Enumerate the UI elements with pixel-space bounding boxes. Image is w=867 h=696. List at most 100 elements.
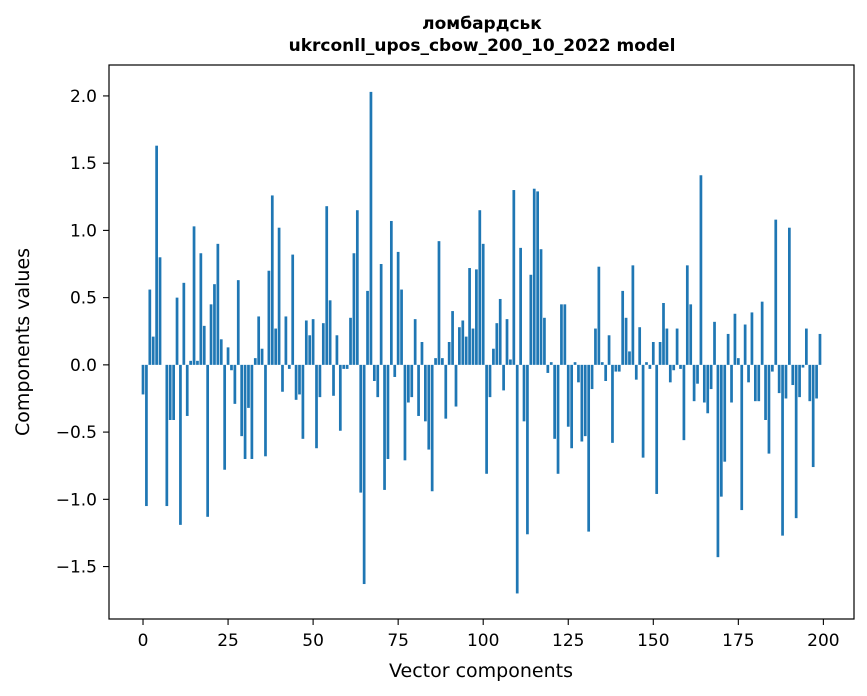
bar	[577, 364, 580, 383]
bar	[560, 304, 563, 365]
bar	[240, 364, 244, 437]
bar	[774, 219, 778, 365]
bar	[366, 290, 369, 365]
bar	[270, 195, 274, 365]
bar	[665, 328, 669, 365]
bar	[815, 364, 818, 399]
x-axis-ticks: 0 25 50 75 100 125 150 175 200	[138, 619, 840, 651]
bar	[696, 364, 699, 384]
bar	[580, 364, 584, 442]
bar	[529, 274, 533, 365]
chart-title-line-2: ukrconll_upos_cbow_200_10_2022 model	[289, 36, 676, 56]
bar	[753, 364, 757, 402]
plot-frame	[108, 64, 855, 620]
bar	[512, 190, 516, 365]
x-tick-label: 175	[722, 631, 754, 651]
bar	[386, 364, 390, 459]
bar	[498, 298, 502, 365]
bar	[685, 265, 689, 365]
bar	[583, 364, 587, 437]
bar	[777, 364, 781, 394]
bar	[301, 364, 305, 439]
bar	[767, 364, 771, 454]
bar	[141, 364, 145, 395]
bar	[495, 323, 499, 365]
bar	[594, 328, 597, 365]
bar	[611, 364, 614, 443]
bar	[219, 339, 223, 365]
bar	[298, 364, 301, 395]
bar	[485, 364, 488, 474]
bar	[607, 335, 611, 365]
bar	[478, 210, 482, 365]
bar	[798, 364, 801, 398]
x-tick-label: 150	[637, 631, 669, 651]
bar	[325, 206, 329, 365]
bar	[335, 335, 339, 365]
bar	[801, 364, 805, 368]
bar	[549, 362, 553, 365]
bar	[284, 316, 288, 365]
bar	[515, 364, 519, 594]
bar	[332, 364, 335, 396]
bar	[420, 342, 424, 365]
bar	[369, 91, 373, 365]
bar	[651, 342, 655, 365]
bar	[148, 289, 152, 365]
bar	[213, 284, 216, 365]
bar	[175, 297, 179, 365]
bar	[509, 359, 512, 365]
bar	[788, 227, 791, 365]
bar	[736, 358, 740, 365]
bar	[791, 364, 795, 386]
y-tick-label: 2.0	[70, 87, 97, 107]
bar	[192, 226, 196, 365]
bar	[202, 325, 206, 365]
y-tick-label: −0.5	[56, 423, 97, 443]
bar	[645, 362, 648, 365]
bar	[570, 364, 574, 449]
bar	[359, 364, 363, 493]
bar	[396, 251, 400, 365]
bar	[488, 364, 492, 398]
bar	[679, 364, 682, 369]
bar	[672, 364, 676, 371]
bar	[719, 364, 723, 497]
bar	[699, 175, 703, 365]
x-tick-label: 200	[807, 631, 839, 651]
x-tick-label: 50	[302, 631, 324, 651]
bar	[287, 364, 291, 369]
bar	[587, 364, 591, 532]
x-tick-label: 25	[217, 631, 239, 651]
bar	[321, 323, 325, 365]
bar	[383, 364, 386, 490]
bar	[345, 364, 349, 369]
bar	[352, 253, 356, 365]
bar	[277, 227, 281, 365]
bar	[682, 364, 686, 441]
bar	[811, 364, 815, 468]
bar	[444, 364, 448, 419]
bar	[247, 364, 250, 408]
y-tick-label: −1.5	[56, 558, 97, 578]
bar	[389, 220, 393, 365]
bar	[658, 342, 662, 365]
bar	[308, 335, 312, 365]
bar	[539, 249, 543, 365]
bar	[532, 188, 536, 365]
bar	[253, 358, 257, 365]
bar	[764, 364, 767, 420]
bar	[328, 300, 332, 365]
bar	[502, 364, 505, 391]
bar	[437, 241, 441, 365]
bar	[726, 333, 730, 365]
bar	[464, 336, 468, 365]
bar	[216, 243, 220, 365]
bar	[151, 336, 155, 365]
bar	[481, 243, 485, 365]
bar	[692, 364, 696, 402]
bar	[243, 364, 247, 459]
bar	[600, 362, 604, 365]
